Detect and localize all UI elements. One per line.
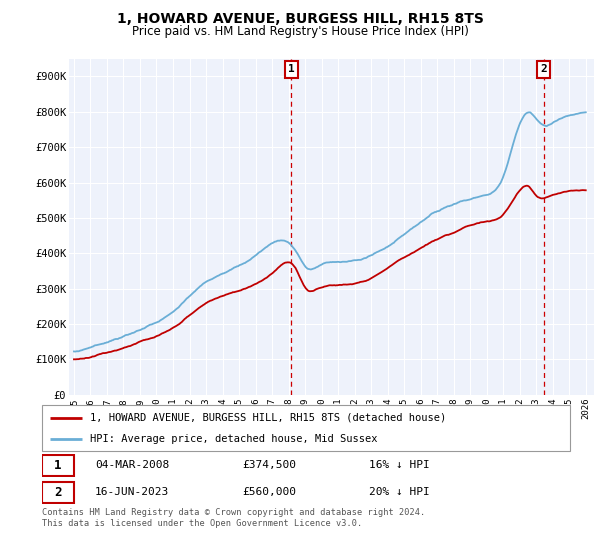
Text: Contains HM Land Registry data © Crown copyright and database right 2024.
This d: Contains HM Land Registry data © Crown c… (42, 508, 425, 528)
Text: 2: 2 (54, 486, 62, 499)
Text: 16% ↓ HPI: 16% ↓ HPI (370, 460, 430, 470)
Text: 16-JUN-2023: 16-JUN-2023 (95, 487, 169, 497)
Text: 04-MAR-2008: 04-MAR-2008 (95, 460, 169, 470)
FancyBboxPatch shape (42, 482, 74, 503)
Text: HPI: Average price, detached house, Mid Sussex: HPI: Average price, detached house, Mid … (89, 435, 377, 444)
FancyBboxPatch shape (42, 405, 570, 451)
Text: 1: 1 (288, 64, 295, 74)
Text: 2: 2 (540, 64, 547, 74)
FancyBboxPatch shape (42, 455, 74, 476)
Text: 20% ↓ HPI: 20% ↓ HPI (370, 487, 430, 497)
Text: £374,500: £374,500 (242, 460, 296, 470)
Text: Price paid vs. HM Land Registry's House Price Index (HPI): Price paid vs. HM Land Registry's House … (131, 25, 469, 38)
Text: £560,000: £560,000 (242, 487, 296, 497)
Text: 1, HOWARD AVENUE, BURGESS HILL, RH15 8TS: 1, HOWARD AVENUE, BURGESS HILL, RH15 8TS (116, 12, 484, 26)
Text: 1, HOWARD AVENUE, BURGESS HILL, RH15 8TS (detached house): 1, HOWARD AVENUE, BURGESS HILL, RH15 8TS… (89, 413, 446, 423)
Text: 1: 1 (54, 459, 62, 472)
